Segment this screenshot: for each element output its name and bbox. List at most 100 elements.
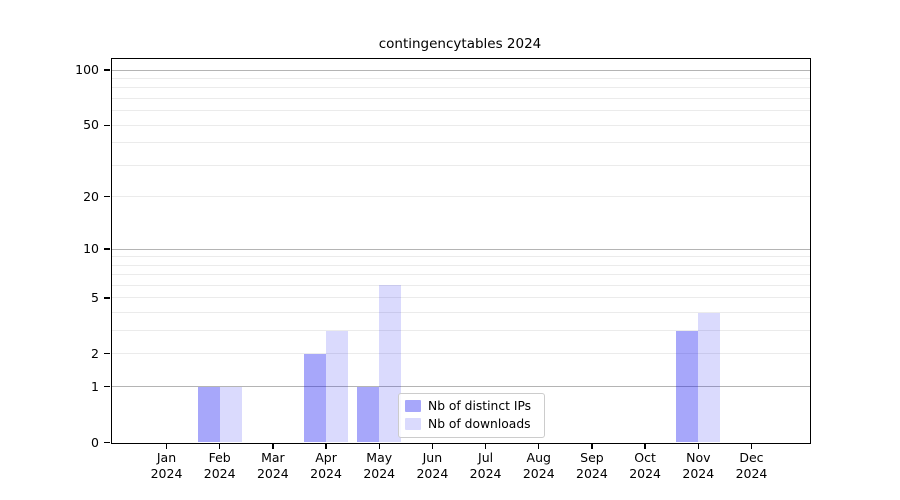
plot-area: 0 1 2 5 10 20 50 100 Jan 2024 Feb 2024 Mar 2024 Apr 202… — [75, 57, 811, 481]
x-tick-year: 2024 — [629, 465, 662, 481]
x-tick-label: Jan 2024 — [135, 450, 199, 482]
x-tick-month: Nov — [686, 449, 711, 465]
x-tick-mark — [272, 442, 274, 449]
y-gridline-minor — [111, 87, 810, 89]
x-tick-label: Sep 2024 — [560, 450, 624, 482]
y-tick-label: 5 — [91, 289, 99, 305]
y-tick-mark — [104, 353, 110, 355]
y-tick-mark — [104, 297, 110, 299]
bar-downloads — [326, 330, 349, 443]
x-tick-mark — [750, 442, 753, 449]
x-tick-month: Jan — [156, 449, 177, 465]
y-tick-label: 20 — [83, 188, 99, 204]
x-tick-mark — [431, 442, 434, 449]
bar-distinct-ips — [357, 386, 380, 443]
y-tick-mark — [104, 69, 110, 71]
bar-downloads — [219, 386, 242, 443]
legend: Nb of distinct IPs Nb of downloads — [398, 392, 545, 438]
x-tick-year: 2024 — [735, 465, 768, 481]
x-tick-month: Sep — [580, 449, 604, 465]
x-tick-label: Apr 2024 — [294, 450, 358, 482]
y-gridline-minor — [111, 274, 810, 276]
x-tick-month: Mar — [261, 449, 285, 465]
x-tick-year: 2024 — [469, 465, 502, 481]
x-tick-mark — [591, 442, 593, 449]
x-tick-mark — [484, 442, 487, 449]
x-tick-mark — [165, 442, 168, 449]
y-tick-mark — [104, 385, 110, 388]
bar-distinct-ips — [676, 330, 699, 443]
legend-swatch-downloads — [405, 418, 421, 431]
x-tick-year: 2024 — [203, 465, 236, 481]
x-tick-label: Jul 2024 — [454, 450, 518, 482]
y-gridline-major — [111, 69, 810, 71]
bar-downloads — [379, 285, 402, 443]
x-tick-label: Feb 2024 — [188, 450, 252, 482]
y-tick-label: 50 — [83, 117, 99, 133]
x-tick-month: Jul — [478, 449, 494, 465]
y-gridline-minor — [111, 78, 810, 79]
y-gridline-minor — [111, 142, 810, 144]
x-tick-label: Jun 2024 — [400, 450, 464, 482]
x-tick-label: Dec 2024 — [719, 450, 783, 482]
legend-label-downloads: Nb of downloads — [428, 417, 531, 432]
x-tick-label: Oct 2024 — [613, 450, 677, 482]
x-tick-mark — [378, 442, 380, 449]
y-tick-label: 10 — [83, 241, 99, 256]
x-tick-year: 2024 — [682, 465, 715, 481]
y-gridline-minor — [111, 98, 810, 100]
legend-swatch-distinct-ips — [405, 399, 421, 412]
y-gridline-minor — [111, 256, 810, 258]
x-tick-month: Feb — [208, 449, 231, 465]
x-tick-mark — [325, 442, 327, 449]
x-tick-mark — [538, 442, 540, 449]
x-tick-label: Aug 2024 — [507, 450, 571, 482]
y-gridline-major — [111, 386, 810, 388]
x-tick-mark — [697, 442, 699, 449]
bar-downloads — [698, 312, 721, 443]
y-tick-label: 2 — [91, 345, 99, 361]
y-tick-mark — [104, 248, 110, 250]
y-gridline-minor — [111, 312, 810, 314]
chart-title: contingencytables 2024 — [378, 36, 542, 52]
y-gridline-minor — [111, 164, 810, 166]
x-tick-year: 2024 — [310, 465, 342, 481]
y-tick-label: 0 — [91, 434, 99, 450]
x-tick-label: Nov 2024 — [666, 450, 730, 482]
x-tick-year: 2024 — [363, 465, 396, 481]
x-tick-year: 2024 — [256, 465, 289, 481]
x-tick-month: May — [366, 449, 393, 465]
x-tick-month: Apr — [315, 449, 337, 465]
y-tick-mark — [104, 441, 110, 444]
x-tick-month: Dec — [739, 449, 764, 465]
y-gridline-minor — [111, 297, 810, 299]
x-tick-year: 2024 — [576, 465, 608, 481]
bar-distinct-ips — [197, 386, 220, 443]
x-tick-month: Oct — [634, 449, 656, 465]
y-gridline-minor — [111, 284, 810, 286]
x-tick-mark — [644, 442, 646, 449]
legend-item-distinct-ips: Nb of distinct IPs — [405, 397, 538, 415]
x-tick-month: Jun — [422, 449, 443, 465]
y-tick-mark — [104, 196, 110, 198]
y-gridline-minor — [111, 196, 810, 198]
x-tick-year: 2024 — [416, 465, 449, 481]
y-tick-label: 100 — [75, 62, 99, 78]
y-tick-label: 1 — [91, 378, 99, 394]
legend-item-downloads: Nb of downloads — [405, 415, 538, 433]
y-gridline-minor — [111, 353, 810, 355]
x-tick-label: May 2024 — [347, 450, 411, 482]
bar-distinct-ips — [304, 353, 327, 443]
y-gridline-major — [111, 248, 810, 250]
y-gridline-minor — [111, 330, 810, 332]
y-tick-mark — [104, 124, 110, 126]
y-gridline-minor — [111, 110, 810, 112]
x-tick-mark — [219, 442, 221, 449]
x-tick-year: 2024 — [150, 465, 183, 481]
x-tick-label: Mar 2024 — [241, 450, 305, 482]
y-gridline-minor — [111, 124, 810, 126]
x-tick-year: 2024 — [522, 465, 555, 481]
y-gridline-minor — [111, 264, 810, 266]
legend-label-distinct-ips: Nb of distinct IPs — [428, 398, 532, 413]
